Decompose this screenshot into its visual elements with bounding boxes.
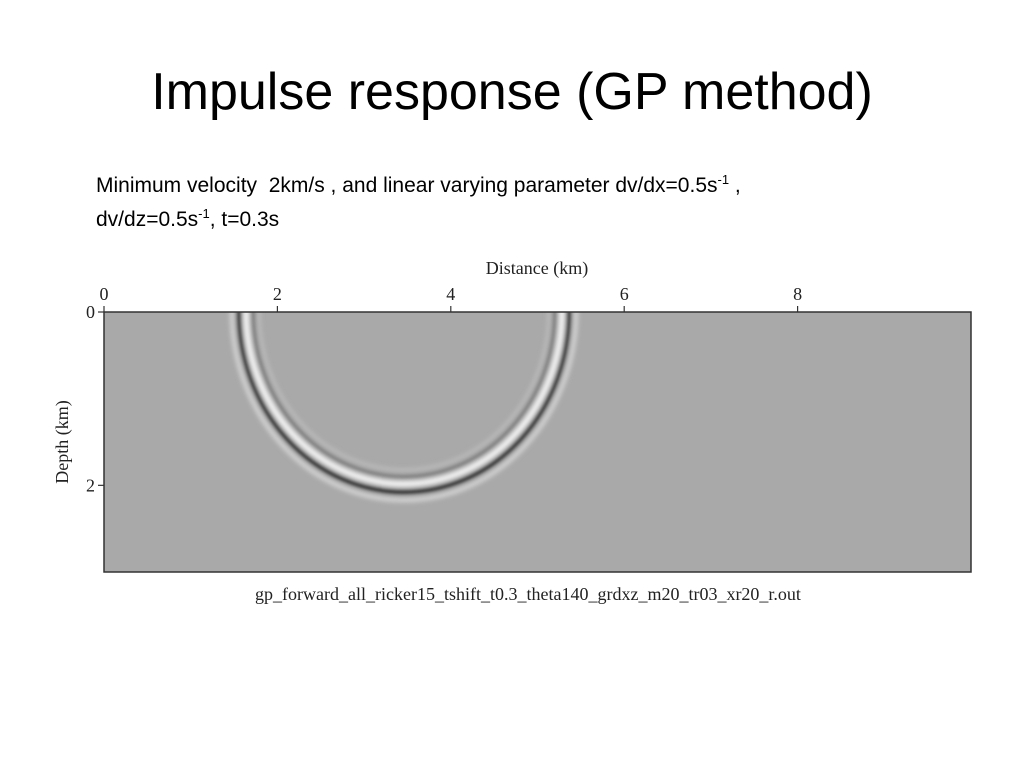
x-axis-label: Distance (km)	[486, 258, 588, 279]
x-tick-label: 0	[100, 284, 109, 304]
text: , t=0.3s	[209, 208, 280, 231]
y-axis-label: Depth (km)	[52, 400, 73, 483]
slide-title: Impulse response (GP method)	[151, 63, 873, 121]
caption: gp_forward_all_ricker15_tshift_t0.3_thet…	[255, 584, 801, 604]
superscript: -1	[717, 172, 730, 187]
image-frame	[103, 311, 972, 573]
text-line: Minimum velocity 2km/s , and linear vary…	[96, 172, 741, 198]
text: ,	[729, 174, 741, 197]
wavefront	[229, 312, 579, 503]
x-tick-label: 2	[273, 284, 282, 304]
text: dv/dz=0.5s	[96, 208, 199, 231]
x-tick-label: 4	[446, 284, 455, 304]
superscript: -1	[198, 206, 210, 221]
text-line: dv/dz=0.5s-1, t=0.3s	[96, 206, 279, 232]
y-tick-label: 0	[86, 302, 95, 322]
y-tick-label: 2	[86, 475, 95, 495]
x-tick-label: 6	[620, 284, 629, 304]
x-tick-label: 8	[793, 284, 802, 304]
text: Minimum velocity 2km/s , and linear vary…	[96, 174, 718, 197]
